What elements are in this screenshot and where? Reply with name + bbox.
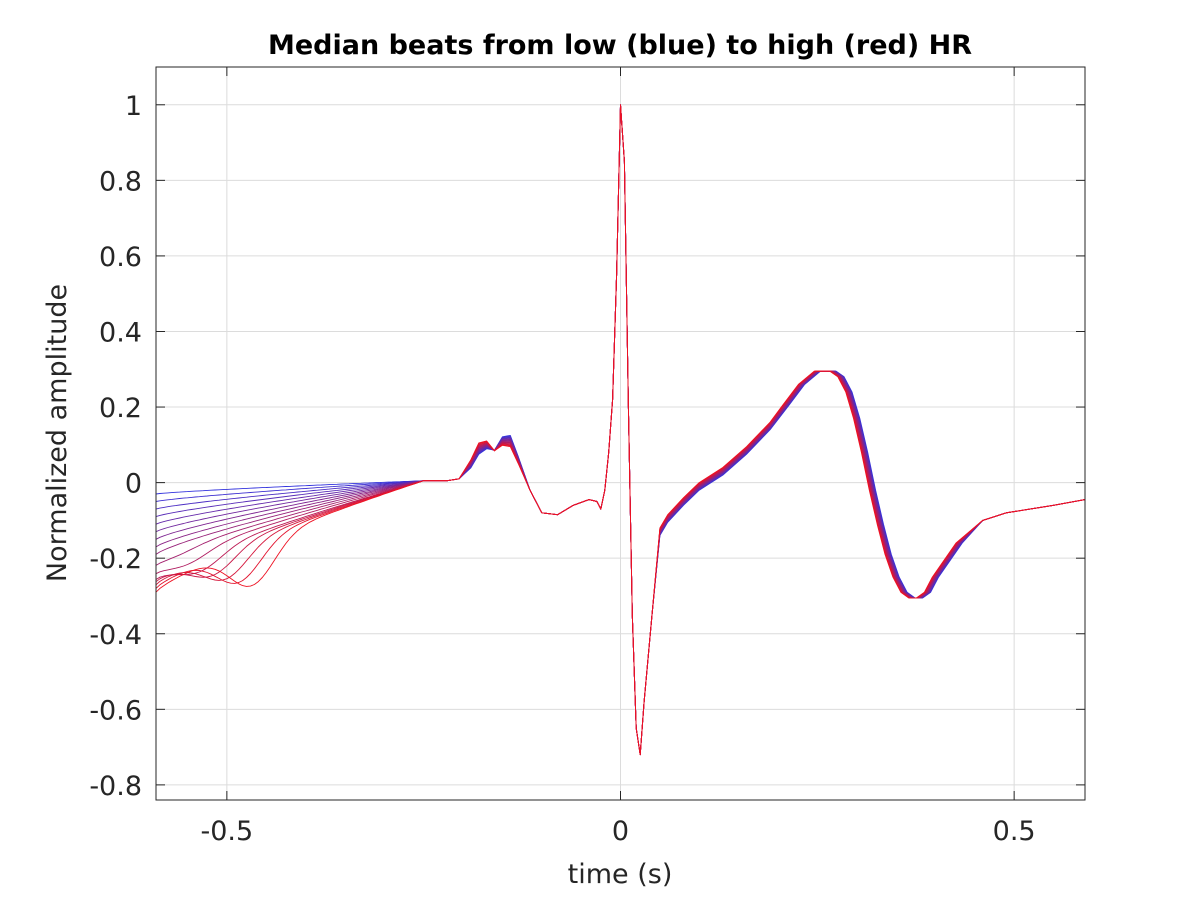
y-tick-label: -0.6 <box>89 695 142 726</box>
y-tick-label: 0.2 <box>99 393 142 424</box>
x-tick-label: 0 <box>612 816 629 847</box>
y-tick-label: 0.8 <box>99 166 142 197</box>
x-tick-label: 0.5 <box>993 816 1036 847</box>
y-tick-label: -0.2 <box>89 544 142 575</box>
beat-series-line <box>155 104 1086 756</box>
y-tick-label: 0.4 <box>99 317 142 348</box>
y-tick-label: 0 <box>125 469 142 500</box>
x-axis-label: time (s) <box>568 859 673 890</box>
series-group <box>155 104 1086 756</box>
tick-marks <box>156 67 1085 800</box>
y-tick-label: -0.4 <box>89 620 142 651</box>
x-tick-label: -0.5 <box>201 816 254 847</box>
grid <box>156 67 1085 800</box>
y-tick-label: -0.8 <box>89 771 142 802</box>
tick-labels: -0.5 0 0.5 -0.8 -0.6 -0.4 -0.2 0 0.2 0.4 0.6 0.8 1 <box>89 91 1035 847</box>
chart-title: Median beats from low (blue) to high (re… <box>268 30 972 61</box>
y-axis-label: Normalized amplitude <box>42 284 73 582</box>
y-tick-label: 0.6 <box>99 242 142 273</box>
y-tick-label: 1 <box>125 91 142 122</box>
